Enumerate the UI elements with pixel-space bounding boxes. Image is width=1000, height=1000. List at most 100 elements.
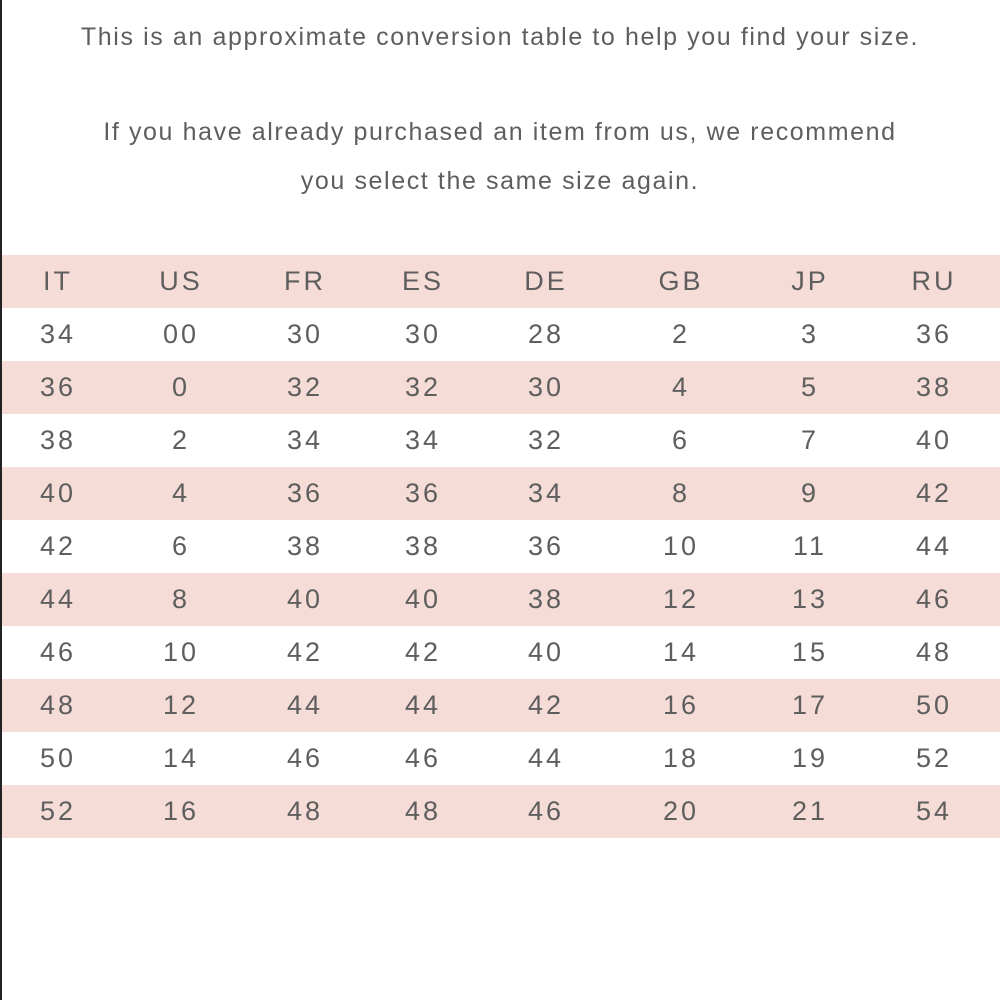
table-cell: 46 xyxy=(286,743,324,773)
table-row: 52 16 48 48 46 20 21 54 xyxy=(2,785,1000,838)
table-cell: 00 xyxy=(162,319,200,349)
table-cell: 42 xyxy=(286,637,324,667)
table-cell: 42 xyxy=(527,690,565,720)
table-cell: 52 xyxy=(39,796,77,826)
table-cell: 7 xyxy=(800,425,820,455)
header-cell: US xyxy=(159,266,203,296)
header-cell: RU xyxy=(911,266,957,296)
left-border xyxy=(0,0,2,1000)
table-cell: 0 xyxy=(171,372,191,402)
table-cell: 6 xyxy=(671,425,691,455)
header-cell: IT xyxy=(43,266,73,296)
table-row: 44 8 40 40 38 12 13 46 xyxy=(2,573,1000,626)
table-cell: 28 xyxy=(527,319,565,349)
table-cell: 44 xyxy=(39,584,77,614)
table-cell: 30 xyxy=(527,372,565,402)
table-cell: 40 xyxy=(286,584,324,614)
header-cell: GB xyxy=(658,266,704,296)
table-cell: 46 xyxy=(527,796,565,826)
table-cell: 48 xyxy=(404,796,442,826)
table-cell: 40 xyxy=(915,425,953,455)
table-row: 42 6 38 38 36 10 11 44 xyxy=(2,520,1000,573)
table-cell: 17 xyxy=(791,690,829,720)
table-cell: 40 xyxy=(404,584,442,614)
header-cell: FR xyxy=(284,266,326,296)
table-cell: 44 xyxy=(527,743,565,773)
intro-paragraph-line: If you have already purchased an item fr… xyxy=(103,118,897,146)
table-cell: 8 xyxy=(171,584,191,614)
table-cell: 38 xyxy=(404,531,442,561)
table-cell: 4 xyxy=(171,478,191,508)
table-row: 50 14 46 46 44 18 19 52 xyxy=(2,732,1000,785)
table-cell: 10 xyxy=(162,637,200,667)
table-cell: 14 xyxy=(662,637,700,667)
table-cell: 32 xyxy=(404,372,442,402)
table-cell: 48 xyxy=(915,637,953,667)
table-cell: 2 xyxy=(671,319,691,349)
table-row: 48 12 44 44 42 16 17 50 xyxy=(2,679,1000,732)
table-row: 38 2 34 34 32 6 7 40 xyxy=(2,414,1000,467)
table-cell: 48 xyxy=(286,796,324,826)
table-cell: 18 xyxy=(662,743,700,773)
table-cell: 5 xyxy=(800,372,820,402)
table-cell: 14 xyxy=(162,743,200,773)
intro-line: This is an approximate conversion table … xyxy=(80,23,920,51)
table-cell: 44 xyxy=(915,531,953,561)
table-cell: 38 xyxy=(915,372,953,402)
table-cell: 12 xyxy=(662,584,700,614)
table-cell: 30 xyxy=(286,319,324,349)
table-cell: 2 xyxy=(171,425,191,455)
table-cell: 34 xyxy=(286,425,324,455)
table-row: 34 00 30 30 28 2 3 36 xyxy=(2,308,1000,361)
table-cell: 6 xyxy=(171,531,191,561)
table-cell: 4 xyxy=(671,372,691,402)
table-cell: 16 xyxy=(662,690,700,720)
table-cell: 38 xyxy=(286,531,324,561)
table-cell: 36 xyxy=(286,478,324,508)
table-cell: 38 xyxy=(527,584,565,614)
table-cell: 32 xyxy=(527,425,565,455)
table-cell: 42 xyxy=(404,637,442,667)
table-cell: 8 xyxy=(671,478,691,508)
table-cell: 40 xyxy=(527,637,565,667)
table-cell: 44 xyxy=(286,690,324,720)
table-cell: 46 xyxy=(39,637,77,667)
table-cell: 40 xyxy=(39,478,77,508)
table-cell: 42 xyxy=(39,531,77,561)
table-cell: 54 xyxy=(915,796,953,826)
table-row: 46 10 42 42 40 14 15 48 xyxy=(2,626,1000,679)
table-cell: 20 xyxy=(662,796,700,826)
intro-paragraph-line: you select the same size again. xyxy=(300,167,700,195)
header-row: IT US FR ES DE GB JP RU xyxy=(2,255,1000,308)
table-cell: 34 xyxy=(527,478,565,508)
table-row: 40 4 36 36 34 8 9 42 xyxy=(2,467,1000,520)
table-cell: 48 xyxy=(39,690,77,720)
table-row: 36 0 32 32 30 4 5 38 xyxy=(2,361,1000,414)
header-cell: JP xyxy=(791,266,829,296)
table-cell: 21 xyxy=(791,796,829,826)
table-cell: 46 xyxy=(915,584,953,614)
header-cell: ES xyxy=(401,266,445,296)
table-cell: 36 xyxy=(39,372,77,402)
table-cell: 36 xyxy=(527,531,565,561)
table-cell: 52 xyxy=(915,743,953,773)
table-cell: 13 xyxy=(791,584,829,614)
table-cell: 12 xyxy=(162,690,200,720)
table-cell: 36 xyxy=(915,319,953,349)
table-cell: 42 xyxy=(915,478,953,508)
table-cell: 44 xyxy=(404,690,442,720)
table-cell: 9 xyxy=(800,478,820,508)
table-cell: 10 xyxy=(662,531,700,561)
table-cell: 30 xyxy=(404,319,442,349)
table-cell: 34 xyxy=(404,425,442,455)
table-cell: 15 xyxy=(791,637,829,667)
table-cell: 50 xyxy=(39,743,77,773)
header-cell: DE xyxy=(524,266,568,296)
table-cell: 16 xyxy=(162,796,200,826)
table-cell: 34 xyxy=(39,319,77,349)
table-cell: 38 xyxy=(39,425,77,455)
table-cell: 3 xyxy=(800,319,820,349)
table-cell: 50 xyxy=(915,690,953,720)
table-cell: 36 xyxy=(404,478,442,508)
